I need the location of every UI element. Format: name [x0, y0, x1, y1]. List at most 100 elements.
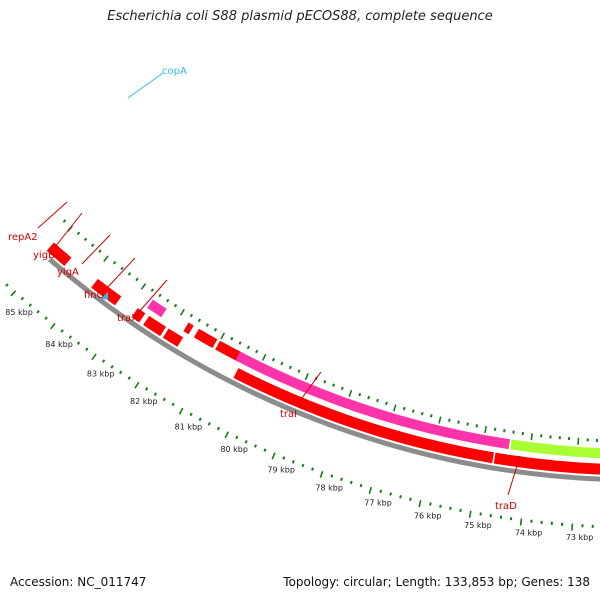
kbp-label: 82 kbp	[130, 397, 158, 406]
tick-mark	[178, 407, 184, 415]
gene-feature	[91, 278, 122, 306]
tick-mark	[330, 474, 334, 478]
tick-mark	[530, 433, 534, 441]
tick-mark	[439, 504, 442, 508]
tick-mark	[179, 308, 185, 316]
tick-mark	[389, 492, 392, 496]
tick-mark	[577, 437, 580, 445]
gene-label-line	[105, 257, 136, 290]
gene-feature	[162, 328, 184, 347]
tick-mark	[216, 426, 220, 431]
tick-mark	[153, 392, 158, 397]
tick-mark	[418, 500, 422, 508]
map-title: Escherichia coli S88 plasmid pECOS88, co…	[107, 9, 493, 24]
tick-mark	[297, 369, 301, 373]
gene-feature	[493, 452, 600, 475]
tick-mark	[254, 444, 258, 448]
gene-label-line	[507, 455, 521, 496]
accession-text: Accession: NC_011747	[10, 575, 147, 589]
tick-mark	[263, 448, 267, 452]
tick-mark	[140, 283, 147, 290]
tick-mark	[402, 406, 406, 411]
tick-mark	[28, 303, 32, 307]
tick-mark	[135, 277, 139, 282]
tick-mark	[238, 341, 242, 345]
kbp-label: 84 kbp	[45, 340, 73, 349]
tick-mark	[359, 483, 363, 488]
tick-mark	[376, 398, 379, 403]
plasmid-backbone	[47, 257, 600, 482]
gene-feature	[193, 328, 218, 349]
gene-label-line	[127, 72, 164, 99]
tick-mark	[261, 353, 267, 361]
tick-mark	[60, 329, 64, 333]
tick-mark	[571, 523, 574, 531]
tick-mark	[271, 452, 276, 460]
tick-mark	[291, 460, 295, 464]
tick-mark	[134, 381, 140, 389]
tick-mark	[235, 435, 239, 440]
tick-mark	[20, 296, 25, 301]
tick-mark	[449, 506, 452, 511]
tick-mark	[367, 395, 371, 400]
tick-mark	[50, 322, 56, 330]
tick-mark	[457, 420, 460, 424]
tick-mark	[271, 357, 276, 362]
gene-label-lines	[37, 72, 521, 496]
kbp-label: 83 kbp	[87, 370, 115, 379]
tick-mark	[323, 380, 327, 384]
tick-mark	[282, 456, 286, 460]
tick-mark	[409, 497, 412, 501]
gene-label-yigB: yigB	[33, 250, 55, 261]
tick-mark	[340, 477, 343, 482]
gene-feature	[215, 340, 243, 362]
tick-mark	[162, 397, 166, 402]
tick-mark	[120, 266, 124, 271]
tick-mark	[301, 463, 305, 468]
tick-mark	[76, 231, 81, 236]
gene-feature	[131, 308, 146, 323]
gene-feature	[46, 242, 72, 266]
tick-mark	[144, 387, 149, 391]
kbp-label: 79 kbp	[267, 466, 295, 475]
tick-mark	[62, 219, 67, 223]
kbp-label: 78 kbp	[315, 483, 343, 492]
gene-label-yigA: yigA	[57, 267, 79, 278]
tick-mark	[379, 489, 383, 494]
gene-feature	[233, 368, 495, 464]
tick-mark	[244, 439, 248, 444]
tick-mark	[76, 341, 81, 346]
gene-feature	[147, 299, 167, 318]
tick-mark	[475, 424, 479, 428]
tick-mark	[319, 470, 324, 479]
gene-label-traD: traD	[495, 501, 517, 512]
gene-label-line	[296, 371, 322, 406]
tick-mark	[368, 486, 373, 494]
tick-mark	[118, 370, 123, 375]
gene-label-line	[137, 279, 168, 314]
tick-mark	[83, 237, 88, 242]
tick-mark	[158, 293, 162, 298]
tick-mark	[392, 404, 397, 412]
tick-mark	[230, 336, 234, 341]
gene-label-finO: finO	[84, 290, 105, 301]
gene-features	[46, 242, 600, 475]
tick-mark	[205, 323, 210, 327]
copA-marker	[100, 291, 108, 300]
tick-mark	[103, 255, 109, 262]
tick-mark	[340, 386, 344, 391]
tick-mark	[68, 335, 73, 339]
kbp-label: 80 kbp	[220, 445, 248, 454]
tick-mark	[255, 349, 259, 354]
tick-mark	[220, 332, 226, 340]
tick-mark	[189, 313, 194, 318]
tick-mark	[171, 402, 175, 407]
tick-mark	[246, 345, 250, 350]
tick-mark	[112, 260, 117, 265]
gene-feature	[510, 439, 600, 459]
tick-mark	[411, 409, 415, 413]
tick-mark	[166, 298, 170, 303]
gene-label-line	[81, 234, 111, 265]
